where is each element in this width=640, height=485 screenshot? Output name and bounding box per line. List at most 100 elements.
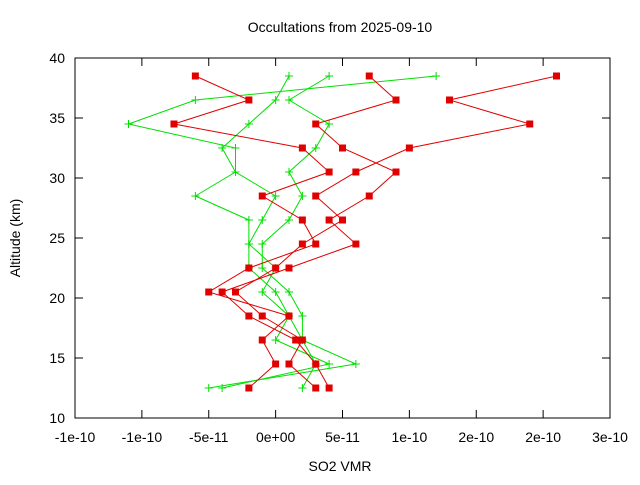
point [258, 312, 266, 320]
x-tick-label: 2e-10 [525, 429, 561, 445]
point [312, 360, 320, 368]
point [285, 168, 293, 176]
point [245, 96, 253, 104]
point [325, 72, 334, 80]
point [245, 384, 253, 392]
point [325, 360, 334, 368]
point [271, 96, 280, 104]
point [312, 384, 320, 392]
profile-line [234, 75, 557, 389]
point [285, 72, 293, 80]
point [432, 72, 441, 80]
point [292, 336, 300, 344]
profile-line [221, 75, 397, 389]
y-tick-label: 25 [49, 230, 65, 246]
point [245, 264, 253, 272]
point [526, 120, 534, 128]
profile-line [173, 75, 331, 389]
point [271, 336, 280, 344]
y-tick-label: 20 [49, 290, 65, 306]
point [258, 192, 266, 200]
point [191, 96, 200, 104]
point [339, 144, 346, 152]
x-tick-label: 2e-10 [458, 429, 494, 445]
point [311, 144, 320, 152]
point [285, 312, 293, 320]
point [272, 264, 280, 272]
point [285, 96, 293, 104]
point [298, 192, 307, 200]
x-tick-label: 1e-10 [391, 429, 427, 445]
point [245, 312, 253, 320]
point [285, 360, 293, 368]
point [272, 360, 280, 368]
point [170, 120, 178, 128]
point [218, 384, 227, 392]
point [231, 144, 240, 152]
point [218, 288, 226, 296]
point [271, 192, 280, 200]
point [258, 264, 267, 272]
x-tick-label: 0e+00 [256, 429, 296, 445]
point [312, 192, 320, 200]
y-tick-label: 35 [49, 110, 65, 126]
point [271, 288, 280, 296]
point [325, 120, 334, 128]
point [312, 240, 320, 248]
point [298, 312, 307, 320]
point [392, 168, 400, 176]
y-tick-label: 10 [49, 410, 65, 426]
point [298, 384, 307, 392]
point [553, 72, 560, 80]
point [244, 216, 253, 224]
point [339, 216, 346, 224]
point [325, 168, 333, 176]
point [231, 168, 240, 176]
y-tick-label: 30 [49, 170, 65, 186]
x-tick-label: -1e-10 [122, 429, 163, 445]
y-tick-label: 40 [49, 50, 65, 66]
point [285, 264, 293, 272]
point [298, 216, 306, 224]
point [446, 96, 453, 104]
point [352, 168, 360, 176]
point [365, 192, 373, 200]
profile-line [126, 75, 437, 389]
point [298, 336, 306, 344]
plot-frame [74, 57, 611, 419]
point [312, 120, 320, 128]
point [124, 120, 133, 128]
point [405, 144, 413, 152]
point [204, 384, 213, 392]
point [298, 240, 306, 248]
point [351, 360, 360, 368]
y-axis-label: Altitude (km) [7, 199, 23, 278]
point [244, 120, 253, 128]
point [365, 72, 373, 80]
point [258, 216, 267, 224]
point [325, 216, 333, 224]
point [232, 288, 239, 296]
x-tick-label: -1e-10 [55, 429, 96, 445]
x-axis-label: SO2 VMR [308, 458, 371, 474]
point [392, 96, 400, 104]
point [258, 288, 267, 296]
point [205, 288, 213, 296]
point [325, 384, 333, 392]
point [285, 216, 293, 224]
point [191, 72, 199, 80]
point [258, 336, 266, 344]
x-tick-label: -5e-11 [189, 429, 229, 445]
chart-title: Occultations from 2025-09-10 [248, 19, 433, 35]
x-tick-label: 5e-11 [325, 429, 360, 445]
point [244, 240, 253, 248]
y-tick-label: 15 [49, 350, 65, 366]
point [285, 288, 293, 296]
point [191, 192, 200, 200]
point [298, 144, 306, 152]
point [218, 144, 227, 152]
point [258, 240, 267, 248]
x-tick-label: 3e-10 [592, 429, 628, 445]
point [352, 240, 360, 248]
